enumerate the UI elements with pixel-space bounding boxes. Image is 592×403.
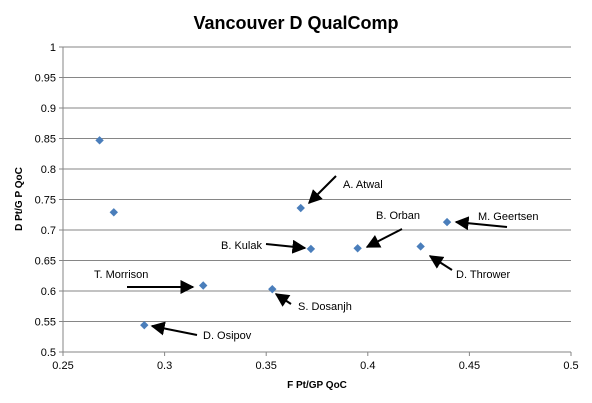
y-tick-label: 0.75: [35, 195, 56, 207]
point-label: D. Thrower: [456, 269, 511, 281]
point-label: B. Orban: [376, 210, 420, 222]
x-tick-label: 0.5: [563, 360, 578, 372]
annotation-arrow: [365, 228, 403, 248]
x-axis-label: F Pt/GP QoC: [287, 380, 347, 391]
data-point: [109, 208, 118, 217]
y-tick-label: 0.8: [41, 164, 56, 176]
data-point: [95, 136, 104, 145]
x-tick-labels: 0.25 0.3 0.35 0.4 0.45 0.5: [52, 360, 578, 372]
y-tick-label: 0.55: [35, 317, 56, 329]
y-tick-label: 0.5: [41, 347, 56, 359]
x-tick-label: 0.25: [52, 360, 73, 372]
data-point: [199, 281, 208, 290]
chart-title: Vancouver D QualComp: [193, 13, 398, 33]
x-tick-label: 0.35: [255, 360, 276, 372]
annotation-arrow: [308, 175, 337, 204]
point-label: S. Dosanjh: [298, 301, 352, 313]
data-point: [353, 244, 362, 253]
x-tick-label: 0.3: [157, 360, 172, 372]
y-tick-label: 0.95: [35, 73, 56, 85]
y-tick-label: 0.65: [35, 256, 56, 268]
axes: [59, 46, 572, 356]
y-tick-label: 1: [50, 42, 56, 54]
data-point: [140, 320, 149, 330]
data-points: [95, 136, 452, 330]
y-tick-label: 0.7: [41, 225, 56, 237]
annotation-arrow: [274, 293, 292, 307]
point-label: D. Osipov: [203, 330, 252, 342]
y-axis-label: D Pt/G P QoC: [14, 167, 25, 231]
annotations: A. Atwal M. Geertsen B. Orban B. Kulak D. Th…: [94, 175, 539, 342]
point-label: B. Kulak: [221, 240, 262, 252]
annotation-arrow: [454, 216, 508, 231]
point-label: T. Morrison: [94, 269, 148, 281]
annotation-arrow: [265, 239, 307, 254]
x-tick-label: 0.45: [459, 360, 480, 372]
x-tick-label: 0.4: [360, 360, 375, 372]
y-tick-label: 0.85: [35, 134, 56, 146]
y-tick-labels: 0.5 0.55 0.6 0.65 0.7 0.75 0.8 0.85 0.9 0.95 1: [35, 42, 56, 359]
data-point: [442, 217, 452, 227]
data-point: [306, 244, 316, 254]
data-point: [268, 284, 277, 294]
data-point: [296, 203, 305, 213]
y-tick-label: 0.9: [41, 103, 56, 115]
annotation-arrow: [150, 321, 198, 336]
data-point: [416, 242, 425, 251]
y-tick-label: 0.6: [41, 286, 56, 298]
point-label: A. Atwal: [343, 179, 383, 191]
point-label: M. Geertsen: [478, 211, 539, 223]
annotation-arrow: [428, 255, 453, 271]
